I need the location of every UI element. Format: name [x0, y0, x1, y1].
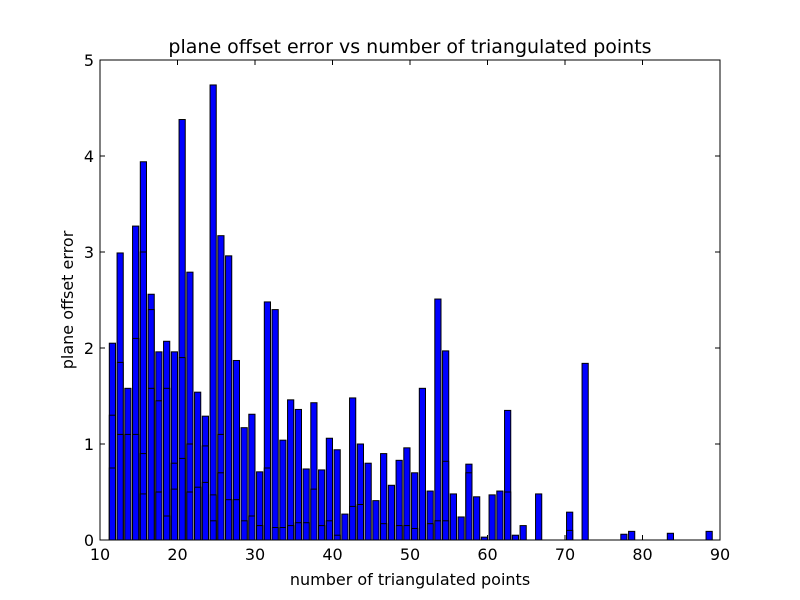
bar	[566, 529, 574, 541]
y-tick-label: 5	[84, 51, 94, 70]
bar	[620, 533, 628, 541]
bar	[457, 516, 465, 541]
bar	[287, 399, 295, 541]
bar	[473, 496, 481, 541]
y-tick-label: 0	[84, 531, 94, 550]
bar	[294, 522, 302, 541]
bar	[535, 493, 543, 541]
bar	[271, 527, 279, 541]
bar	[271, 309, 279, 541]
x-tick-label: 40	[322, 545, 342, 564]
bar	[434, 520, 442, 541]
bar	[209, 520, 217, 541]
bar	[488, 494, 496, 541]
bar	[263, 467, 271, 541]
bar	[434, 298, 442, 541]
bar	[504, 491, 512, 541]
bar	[349, 505, 357, 541]
ticks-layer: 10 20 30 40 50 60 70 80 90 0 1 2 3 4 5	[84, 51, 730, 564]
y-tick-label: 4	[84, 147, 94, 166]
bar	[325, 520, 333, 541]
y-axis-label: plane offset error	[58, 230, 77, 369]
x-tick-label: 60	[477, 545, 497, 564]
bar	[163, 515, 171, 541]
bar	[279, 439, 287, 541]
bar	[341, 513, 349, 541]
bar	[628, 530, 636, 541]
bar	[124, 433, 132, 541]
chart-title: plane offset error vs number of triangul…	[168, 36, 651, 58]
bar	[170, 488, 179, 541]
bar	[240, 520, 248, 541]
bar	[139, 493, 148, 541]
bar	[666, 532, 674, 541]
bar	[225, 499, 233, 541]
bar	[186, 491, 194, 541]
bar	[287, 525, 295, 541]
bar	[225, 255, 233, 541]
bar	[294, 408, 302, 541]
x-tick-label: 30	[245, 545, 265, 564]
bar	[380, 523, 388, 541]
bar	[132, 433, 140, 541]
bar	[201, 481, 210, 541]
bar	[705, 530, 713, 541]
bar	[194, 486, 202, 541]
bar	[209, 84, 217, 541]
bar	[395, 525, 403, 541]
bar	[449, 493, 457, 541]
bar	[387, 484, 395, 541]
bar	[511, 534, 519, 541]
bar	[155, 491, 163, 541]
x-tick-label: 80	[632, 545, 652, 564]
bar	[108, 467, 117, 541]
y-tick-label: 2	[84, 339, 94, 358]
x-tick-label: 20	[167, 545, 187, 564]
x-tick-label: 70	[555, 545, 575, 564]
bar	[302, 522, 310, 541]
bar	[178, 457, 186, 541]
x-axis-label: number of triangulated points	[290, 570, 530, 589]
bar	[256, 525, 264, 541]
bar	[403, 525, 411, 541]
bar	[418, 387, 426, 541]
bar	[496, 490, 504, 541]
bar	[333, 449, 341, 541]
bar	[217, 472, 225, 541]
x-tick-label: 90	[710, 545, 730, 564]
bar	[333, 534, 341, 541]
bars-layer	[108, 84, 713, 541]
bar	[147, 387, 155, 541]
bar	[411, 527, 419, 541]
bar	[465, 472, 473, 541]
bar	[442, 520, 450, 541]
y-tick-label: 3	[84, 243, 94, 262]
bar	[519, 525, 527, 541]
bar	[310, 488, 318, 541]
bar	[279, 527, 287, 541]
y-tick-label: 1	[84, 435, 94, 454]
bar	[318, 525, 326, 541]
bar	[248, 515, 256, 541]
bar	[356, 503, 364, 541]
bar	[232, 499, 241, 541]
bar	[116, 433, 124, 541]
bar	[364, 462, 372, 541]
x-tick-label: 10	[90, 545, 110, 564]
bar	[426, 523, 434, 541]
x-tick-label: 50	[400, 545, 420, 564]
bar	[372, 500, 380, 541]
bar	[581, 362, 589, 541]
